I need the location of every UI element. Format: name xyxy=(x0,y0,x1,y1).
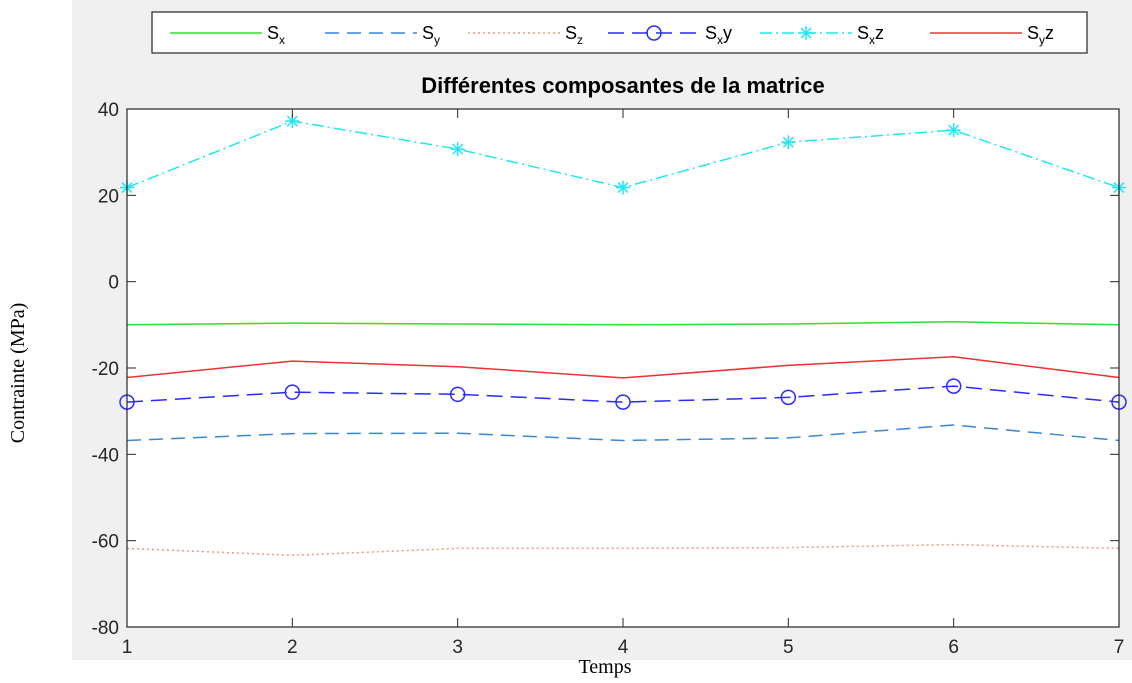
x-tick-label: 1 xyxy=(122,637,133,658)
legend-entry-sx: Sx xyxy=(170,23,285,47)
x-tick-label: 2 xyxy=(287,637,298,658)
y-tick-label: -40 xyxy=(92,445,119,466)
legend-entry-sy: Sy xyxy=(325,23,440,47)
data-point-sxy xyxy=(615,394,631,410)
legend-entry-syz: Syz xyxy=(930,23,1054,47)
y-tick-label: -20 xyxy=(92,359,119,380)
legend-entry-sxz: Sxz xyxy=(760,23,884,47)
data-point-sxy xyxy=(284,384,301,400)
x-axis: 1 2 3 4 5 6 7 xyxy=(122,109,1125,658)
x-tick-label: 3 xyxy=(452,637,463,658)
legend-label: Sz xyxy=(565,23,583,47)
data-point-sxz xyxy=(616,180,630,195)
series-line-sx xyxy=(126,321,1120,326)
legend-label: Sx xyxy=(267,23,285,47)
legend-label: Sxy xyxy=(705,23,732,47)
y-tick-label: 20 xyxy=(98,186,119,207)
y-tick-label: -80 xyxy=(92,618,119,639)
axes-area xyxy=(127,109,1119,627)
data-point-sxz xyxy=(781,135,796,150)
series-line-syz xyxy=(126,356,1120,379)
legend-label: Sy xyxy=(422,23,440,47)
legend-label: Syz xyxy=(1027,23,1054,47)
legend-entry-sxy: Sxy xyxy=(608,23,732,47)
x-tick-label: 7 xyxy=(1114,637,1125,658)
x-axis-label: Temps xyxy=(578,656,631,678)
x-tick-label: 4 xyxy=(618,637,629,658)
chart-title: Différentes composantes de la matrice xyxy=(421,73,824,98)
data-point-sxy xyxy=(945,378,962,394)
x-tick-label: 5 xyxy=(783,637,794,658)
x-tick-label: 6 xyxy=(948,637,959,658)
legend-entry-sz: Sz xyxy=(468,23,583,47)
series-line-sz xyxy=(126,543,1120,557)
series-line-sy xyxy=(126,424,1120,442)
y-tick-label: 40 xyxy=(98,100,119,121)
y-axis: -80 -60 -40 -20 0 20 40 xyxy=(92,100,1119,639)
legend: Sx Sy Sz Sxy Sxz Syz xyxy=(151,11,1088,54)
y-axis-label: Contrainte (MPa) xyxy=(7,303,29,444)
y-tick-label: 0 xyxy=(108,273,119,294)
data-point-sxz xyxy=(450,142,465,157)
y-tick-label: -60 xyxy=(92,532,119,553)
data-point-sxy xyxy=(780,389,797,406)
legend-label: Sxz xyxy=(857,23,884,47)
legend-marker xyxy=(646,25,662,41)
data-point-sxz xyxy=(946,123,961,138)
legend-marker xyxy=(799,26,813,40)
data-point-sxy xyxy=(449,386,466,403)
series-line-sxy xyxy=(126,385,1120,403)
